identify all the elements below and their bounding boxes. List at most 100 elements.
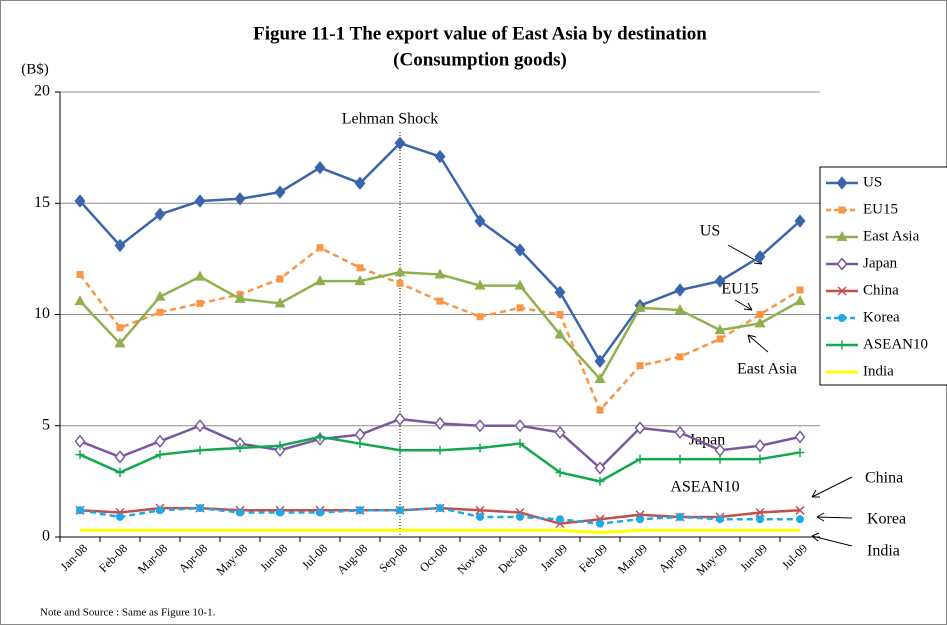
marker	[316, 244, 324, 252]
legend-label: US	[863, 174, 882, 190]
marker	[356, 264, 364, 272]
marker	[236, 508, 244, 517]
marker	[554, 425, 566, 440]
marker	[516, 304, 524, 312]
marker	[195, 445, 205, 455]
marker	[754, 439, 766, 453]
marker	[795, 447, 805, 457]
marker	[794, 430, 806, 444]
marker	[838, 206, 846, 214]
marker	[676, 353, 684, 361]
marker	[514, 243, 526, 257]
marker	[594, 461, 606, 475]
annotation-arrows	[727, 244, 853, 547]
annotation: US	[700, 223, 720, 240]
marker	[756, 311, 764, 318]
annotation: China	[865, 470, 903, 487]
marker	[755, 454, 765, 464]
y-tick-label: 5	[42, 416, 50, 433]
marker	[674, 283, 686, 297]
marker	[74, 194, 86, 208]
marker	[316, 508, 324, 517]
marker	[235, 443, 245, 453]
marker	[474, 419, 486, 433]
marker	[196, 504, 204, 513]
marker	[635, 454, 645, 464]
annotation: Korea	[867, 511, 906, 528]
marker	[275, 441, 285, 451]
marker	[314, 275, 326, 286]
annotation: ASEAN10	[670, 479, 739, 496]
marker	[154, 434, 166, 449]
marker	[634, 301, 646, 312]
y-tick-label: 0	[42, 528, 50, 545]
marker	[554, 328, 566, 339]
marker	[636, 515, 644, 524]
marker	[475, 443, 485, 453]
marker	[114, 450, 126, 464]
marker	[795, 505, 805, 515]
annotation: Lehman Shock	[342, 111, 438, 128]
legend-box	[819, 166, 947, 386]
chart-title: Figure 11-1 The export value of East Asi…	[253, 23, 707, 44]
marker	[475, 505, 485, 515]
marker	[836, 257, 848, 271]
marker	[196, 299, 204, 307]
marker	[516, 512, 524, 521]
marker	[556, 515, 564, 524]
legend-label: East Asia	[863, 228, 920, 244]
marker	[634, 421, 646, 435]
annotation: India	[867, 543, 900, 560]
marker	[594, 373, 606, 384]
marker	[794, 214, 806, 228]
marker	[676, 512, 684, 521]
annotation: East Asia	[737, 361, 797, 378]
marker	[436, 297, 444, 305]
marker	[674, 304, 686, 315]
legend-label: Korea	[863, 309, 900, 325]
marker	[276, 275, 284, 283]
marker	[594, 354, 606, 368]
marker	[354, 275, 366, 286]
marker	[274, 297, 286, 308]
marker	[556, 311, 564, 318]
marker	[794, 295, 806, 306]
marker	[636, 362, 644, 370]
marker	[434, 268, 446, 279]
y-tick-label: 20	[34, 83, 50, 100]
legend-label: China	[863, 282, 899, 298]
marker	[394, 266, 406, 277]
marker	[156, 308, 164, 316]
marker	[434, 149, 446, 164]
marker	[194, 270, 206, 281]
legend: US EU15 East Asia Japan China Korea ASEAN10 Ind…	[819, 166, 947, 386]
legend-label: India	[863, 363, 894, 379]
y-tick-label: 10	[34, 305, 50, 322]
marker	[714, 324, 726, 335]
marker	[394, 136, 406, 150]
marker	[554, 285, 566, 299]
marker	[514, 419, 526, 433]
marker	[515, 439, 525, 449]
marker	[394, 412, 406, 426]
marker	[555, 467, 565, 477]
marker	[315, 432, 325, 442]
marker	[76, 506, 84, 515]
marker	[755, 507, 765, 518]
marker	[754, 317, 766, 328]
marker	[674, 425, 686, 440]
marker	[395, 445, 405, 455]
marker	[716, 335, 724, 343]
marker	[234, 192, 246, 206]
legend-label: EU15	[863, 201, 898, 217]
marker	[354, 176, 366, 190]
y-axis-label: (B$)	[21, 61, 49, 77]
marker	[194, 194, 206, 208]
marker	[154, 207, 166, 222]
marker	[715, 454, 725, 464]
marker	[155, 450, 165, 460]
marker	[675, 454, 685, 464]
marker	[234, 292, 246, 303]
